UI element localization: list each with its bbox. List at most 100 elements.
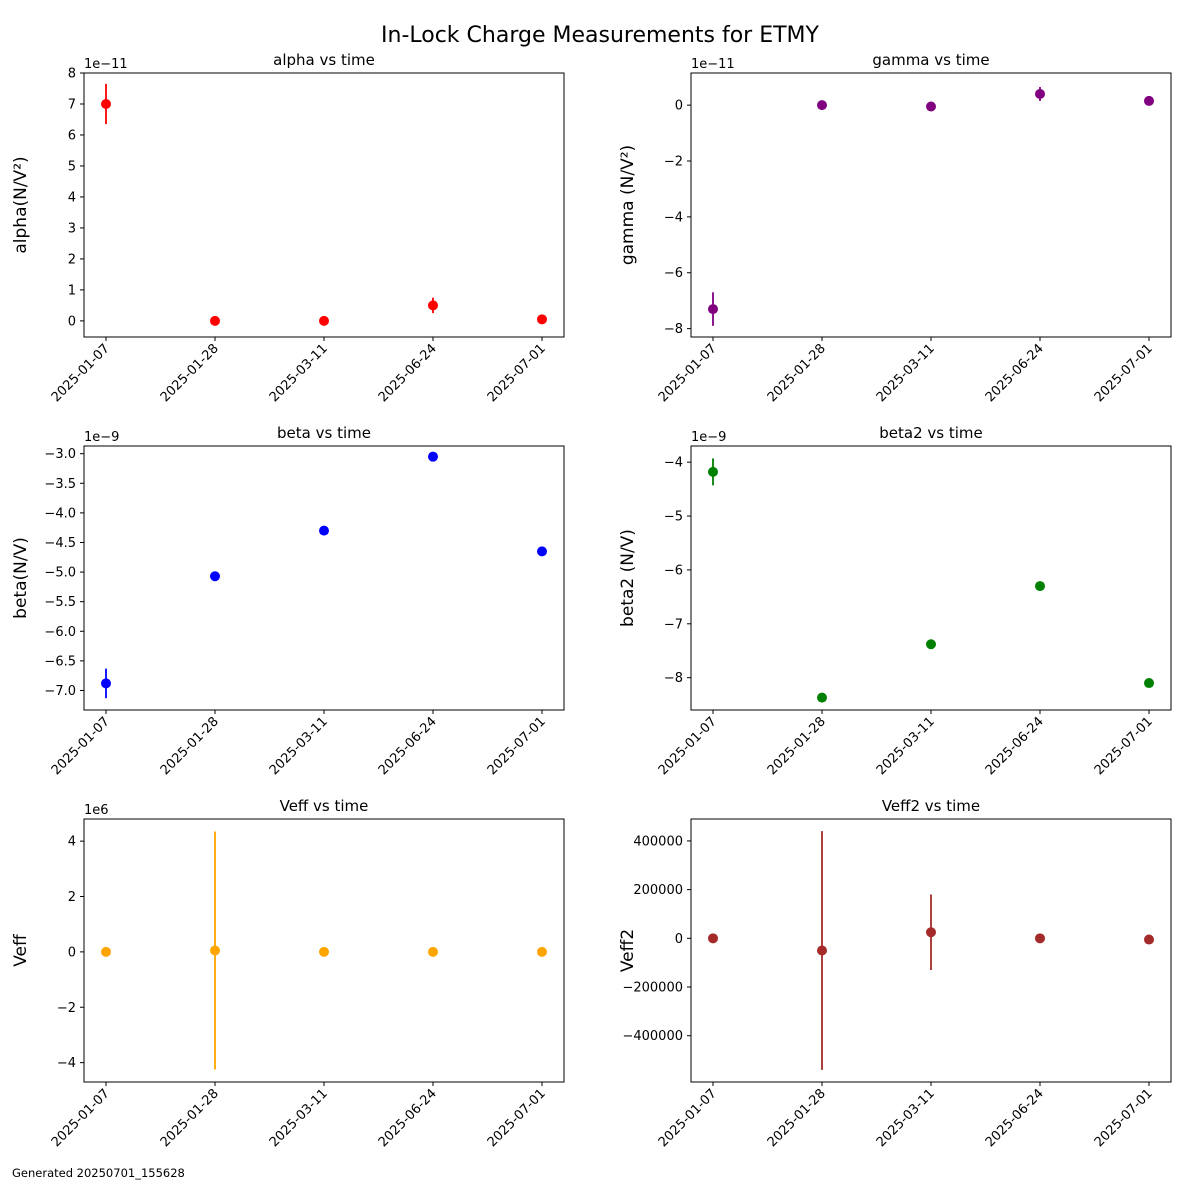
y-offset-text: 1e−9 [84, 430, 119, 445]
subplot-title: beta2 vs time [879, 424, 982, 442]
y-tick-label: −4 [664, 210, 683, 225]
y-tick-label: 4 [68, 835, 76, 850]
data-point [210, 315, 220, 326]
y-tick-label: −4 [664, 456, 683, 471]
x-tick-label: 2025-03-11 [267, 341, 331, 405]
y-tick-label: −7.0 [44, 684, 76, 699]
y-tick-label: 0 [68, 945, 76, 960]
subplot-4: beta2 vs time beta2 (N/V) 1e−9 −8 −7 −6 −5 −4 20… [618, 424, 1172, 778]
y-tick-label: 0 [675, 99, 683, 114]
x-tick-label: 2025-01-07 [49, 714, 113, 778]
figure-title: In-Lock Charge Measurements for ETMY [381, 23, 820, 48]
data-point [210, 571, 220, 582]
data-point [319, 525, 329, 536]
y-offset-text: 1e−11 [691, 57, 735, 72]
y-axis-label: beta(N/V) [11, 537, 31, 619]
y-tick-label: −5.0 [44, 566, 76, 581]
x-tick-label: 2025-06-24 [983, 714, 1047, 778]
y-tick-label: −8 [664, 322, 683, 337]
x-tick-label: 2025-01-28 [158, 1086, 222, 1150]
y-tick-label: −6 [664, 266, 683, 281]
y-tick-label: −2 [664, 155, 683, 170]
data-point [1144, 678, 1154, 689]
data-point [708, 304, 718, 315]
y-tick-label: 6 [68, 128, 76, 143]
y-tick-label: 8 [68, 67, 76, 82]
subplot-5: Veff vs time Veff 1e6 −4 −2 0 2 4 2025-01-07 2025… [11, 797, 565, 1150]
subplot-title: Veff vs time [280, 797, 369, 815]
subplot-title: beta vs time [277, 424, 371, 442]
subplot-grid: alpha vs timealpha(N/V²)1e−1101234567820… [11, 51, 1172, 1150]
y-axis-label: Veff [11, 933, 31, 967]
y-tick-label: 7 [68, 97, 76, 112]
data-point [817, 100, 827, 111]
y-tick-label: −3.5 [44, 477, 76, 492]
data-point [101, 946, 111, 957]
data-point [817, 692, 827, 703]
y-tick-label: −6.0 [44, 625, 76, 640]
y-axis-label: alpha(N/V²) [11, 156, 31, 253]
x-tick-label: 2025-03-11 [874, 714, 938, 778]
data-point [1144, 934, 1154, 945]
subplot-title: gamma vs time [872, 51, 989, 69]
x-tick-label: 2025-01-28 [765, 341, 829, 405]
subplot-1: alpha vs time alpha(N/V²) 1e−11 0 1 2 3 4 5 6 7 8 20… [11, 51, 565, 405]
y-tick-label: −6 [664, 563, 683, 578]
y-tick-label: −3.0 [44, 447, 76, 462]
subplot-3: beta vs time beta(N/V) 1e−9 −7.0 −6.5 −6.0 −5.… [11, 424, 565, 778]
x-tick-label: 2025-06-24 [376, 714, 440, 778]
y-tick-label: 0 [675, 932, 683, 947]
y-tick-label: 1 [68, 283, 76, 298]
x-tick-label: 2025-01-28 [765, 714, 829, 778]
x-tick-label: 2025-01-28 [158, 341, 222, 405]
y-tick-label: −2 [57, 1001, 76, 1016]
x-tick-label: 2025-06-24 [983, 1086, 1047, 1150]
data-point [926, 101, 936, 112]
data-point [319, 946, 329, 957]
x-tick-label: 2025-01-07 [49, 341, 113, 405]
x-tick-label: 2025-01-07 [49, 1086, 113, 1150]
x-tick-label: 2025-03-11 [267, 1086, 331, 1150]
y-axis-label: beta2 (N/V) [618, 529, 638, 627]
y-tick-label: −7 [664, 617, 683, 632]
x-tick-label: 2025-07-01 [1092, 1086, 1156, 1150]
y-tick-label: 400000 [633, 834, 683, 849]
y-tick-label: −8 [664, 671, 683, 686]
y-tick-label: −200000 [622, 981, 683, 996]
y-tick-label: −6.5 [44, 654, 76, 669]
data-point [1144, 95, 1154, 106]
y-tick-label: −5.5 [44, 595, 76, 610]
data-point [428, 451, 438, 462]
data-point [926, 639, 936, 650]
x-tick-label: 2025-03-11 [874, 341, 938, 405]
x-tick-label: 2025-07-01 [485, 1086, 549, 1150]
subplot-2: gamma vs time gamma (N/V²) 1e−11 −8 −6 −4 −2 0 2… [618, 51, 1172, 405]
y-tick-label: −5 [664, 510, 683, 525]
y-tick-label: −400000 [622, 1029, 683, 1044]
data-point [101, 98, 111, 109]
data-point [1035, 88, 1045, 99]
y-tick-label: 0 [68, 314, 76, 329]
data-point [1035, 933, 1045, 944]
data-point [817, 945, 827, 956]
x-tick-label: 2025-07-01 [485, 341, 549, 405]
subplot-title: alpha vs time [273, 51, 375, 69]
axes-frame [690, 445, 1172, 711]
x-tick-label: 2025-07-01 [1092, 341, 1156, 405]
axes-frame [690, 72, 1172, 338]
x-tick-label: 2025-01-07 [656, 341, 720, 405]
x-tick-label: 2025-06-24 [376, 341, 440, 405]
x-tick-label: 2025-01-28 [765, 1086, 829, 1150]
data-point [708, 933, 718, 944]
subplot-6: Veff2 vs time Veff2 −400000 −200000 0 200000 4… [618, 797, 1172, 1150]
data-point [210, 945, 220, 956]
generated-footer: Generated 20250701_155628 [12, 1166, 185, 1180]
axes-frame [83, 445, 565, 711]
y-tick-label: 5 [68, 159, 76, 174]
data-point [428, 946, 438, 957]
x-tick-label: 2025-07-01 [485, 714, 549, 778]
data-point [537, 946, 547, 957]
y-tick-label: 200000 [633, 883, 683, 898]
data-point [319, 315, 329, 326]
